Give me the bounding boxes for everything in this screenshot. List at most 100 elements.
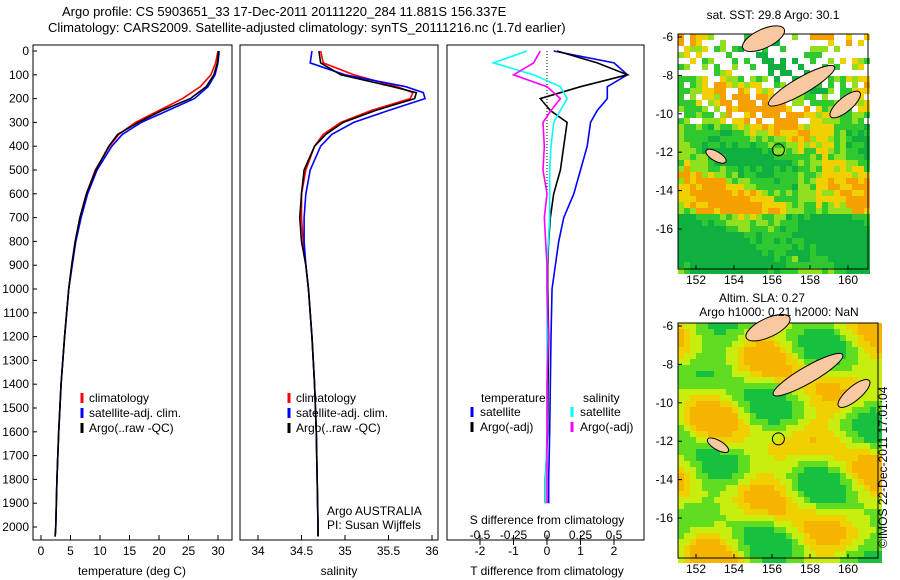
map-cell [870, 401, 876, 407]
map-cell [840, 413, 846, 419]
map-cell [738, 485, 744, 491]
map-cell [726, 497, 732, 503]
map-cell [714, 395, 720, 401]
map-cell [768, 437, 774, 443]
map-cell [828, 461, 834, 467]
map-cell [726, 100, 732, 106]
map-cell [732, 425, 738, 431]
map-cell [846, 160, 852, 166]
series-line-climatology [300, 50, 414, 537]
map-cell [786, 208, 792, 214]
map-cell [816, 539, 822, 545]
map-cell [870, 365, 876, 371]
map-cell [828, 323, 834, 329]
map-cell [708, 515, 714, 521]
map-cell [840, 533, 846, 539]
map-cell [846, 190, 852, 196]
map-cell [696, 497, 702, 503]
map-cell [726, 551, 732, 557]
map-cell [732, 365, 738, 371]
map-cell [810, 268, 816, 274]
map-cell [798, 413, 804, 419]
map-cell [744, 539, 750, 545]
map-cell [840, 262, 846, 268]
map-cell [876, 503, 882, 509]
map-cell [810, 383, 816, 389]
map-cell [762, 515, 768, 521]
map-cell [726, 154, 732, 160]
map-cell [726, 323, 732, 329]
map-cell [792, 521, 798, 527]
map-cell [744, 533, 750, 539]
map-cell [852, 479, 858, 485]
panel-frame-2 [239, 44, 439, 541]
map-cell [846, 323, 852, 329]
map-cell [738, 82, 744, 88]
map-cell [702, 88, 708, 94]
map-cell [822, 232, 828, 238]
map-cell [690, 467, 696, 473]
map-cell [816, 100, 822, 106]
map-cell [774, 172, 780, 178]
map-cell [726, 515, 732, 521]
map-cell [804, 226, 810, 232]
map-cell [762, 443, 768, 449]
map-cell [726, 232, 732, 238]
map-cell [798, 112, 804, 118]
map-cell [756, 268, 762, 274]
map-cell [828, 395, 834, 401]
map-cell [864, 503, 870, 509]
map-cell [822, 557, 828, 563]
map-cell [804, 148, 810, 154]
map-cell [744, 419, 750, 425]
map-cell [840, 124, 846, 130]
map-cell [840, 431, 846, 437]
map-cell [732, 178, 738, 184]
map-cell [696, 335, 702, 341]
map-cell [852, 557, 858, 563]
map-cell [750, 160, 756, 166]
map-cell [876, 353, 882, 359]
map-cell [732, 521, 738, 527]
map-cell [834, 329, 840, 335]
map-cell [684, 533, 690, 539]
sla-map-grid [678, 323, 882, 563]
map-cell [870, 497, 876, 503]
map-cell [840, 154, 846, 160]
map-cell [828, 130, 834, 136]
map-cell [678, 136, 684, 142]
map-cell [774, 491, 780, 497]
map-cell [714, 455, 720, 461]
map-cell [822, 347, 828, 353]
map-cell [708, 413, 714, 419]
map-cell [678, 473, 684, 479]
map-cell [786, 202, 792, 208]
map-cell [714, 461, 720, 467]
map-cell [780, 407, 786, 413]
map-cell [858, 503, 864, 509]
map-cell [858, 142, 864, 148]
map-cell [702, 527, 708, 533]
map-cell [792, 467, 798, 473]
map-cell [858, 250, 864, 256]
map-cell [708, 359, 714, 365]
map-cell [828, 485, 834, 491]
map-cell [810, 353, 816, 359]
map-cell [768, 130, 774, 136]
map-cell [822, 395, 828, 401]
map-cell [750, 431, 756, 437]
map-cell [714, 130, 720, 136]
map-cell [696, 545, 702, 551]
map-cell [744, 527, 750, 533]
map-cell [720, 148, 726, 154]
map-cell [852, 365, 858, 371]
map-cell [750, 238, 756, 244]
map-cell [768, 148, 774, 154]
map-cell [768, 425, 774, 431]
map-cell [708, 190, 714, 196]
map-cell [768, 491, 774, 497]
map-cell [696, 178, 702, 184]
map-cell [864, 419, 870, 425]
map-cell [726, 443, 732, 449]
map-cell [804, 196, 810, 202]
